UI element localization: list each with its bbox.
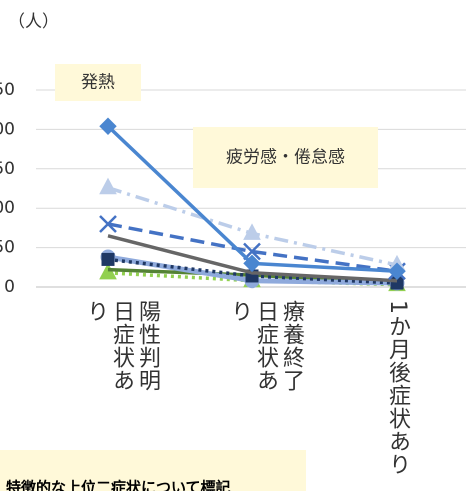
marker <box>101 252 115 266</box>
y-tick-label: 100 <box>0 198 15 218</box>
x-tick-label: 陽性判明日症状あり <box>83 300 160 392</box>
callout-box <box>55 64 141 101</box>
callout-label: 疲労感・倦怠感 <box>226 148 345 168</box>
series-line <box>107 222 398 273</box>
marker <box>388 262 406 280</box>
note-text: 特徴的な上位二症状について標記 <box>6 479 231 491</box>
y-axis-unit: （人） <box>8 12 59 32</box>
y-tick-label: 150 <box>0 159 15 179</box>
marker <box>243 223 261 240</box>
y-tick-label: 0 <box>4 277 15 297</box>
marker <box>99 215 117 233</box>
marker <box>243 254 261 273</box>
y-tick-label: 250 <box>0 80 15 100</box>
series-line <box>107 234 398 283</box>
x-tick-label: 1か月後症状あり <box>385 300 410 476</box>
callout-label: 発熱 <box>81 73 115 93</box>
marker <box>99 177 117 195</box>
y-tick-label: 50 <box>0 238 15 258</box>
marker <box>99 117 117 135</box>
note-box <box>0 450 306 491</box>
y-tick-label: 200 <box>0 119 15 139</box>
callout-box <box>193 127 378 188</box>
x-tick-label: 療養終了日症状あり <box>227 300 304 392</box>
